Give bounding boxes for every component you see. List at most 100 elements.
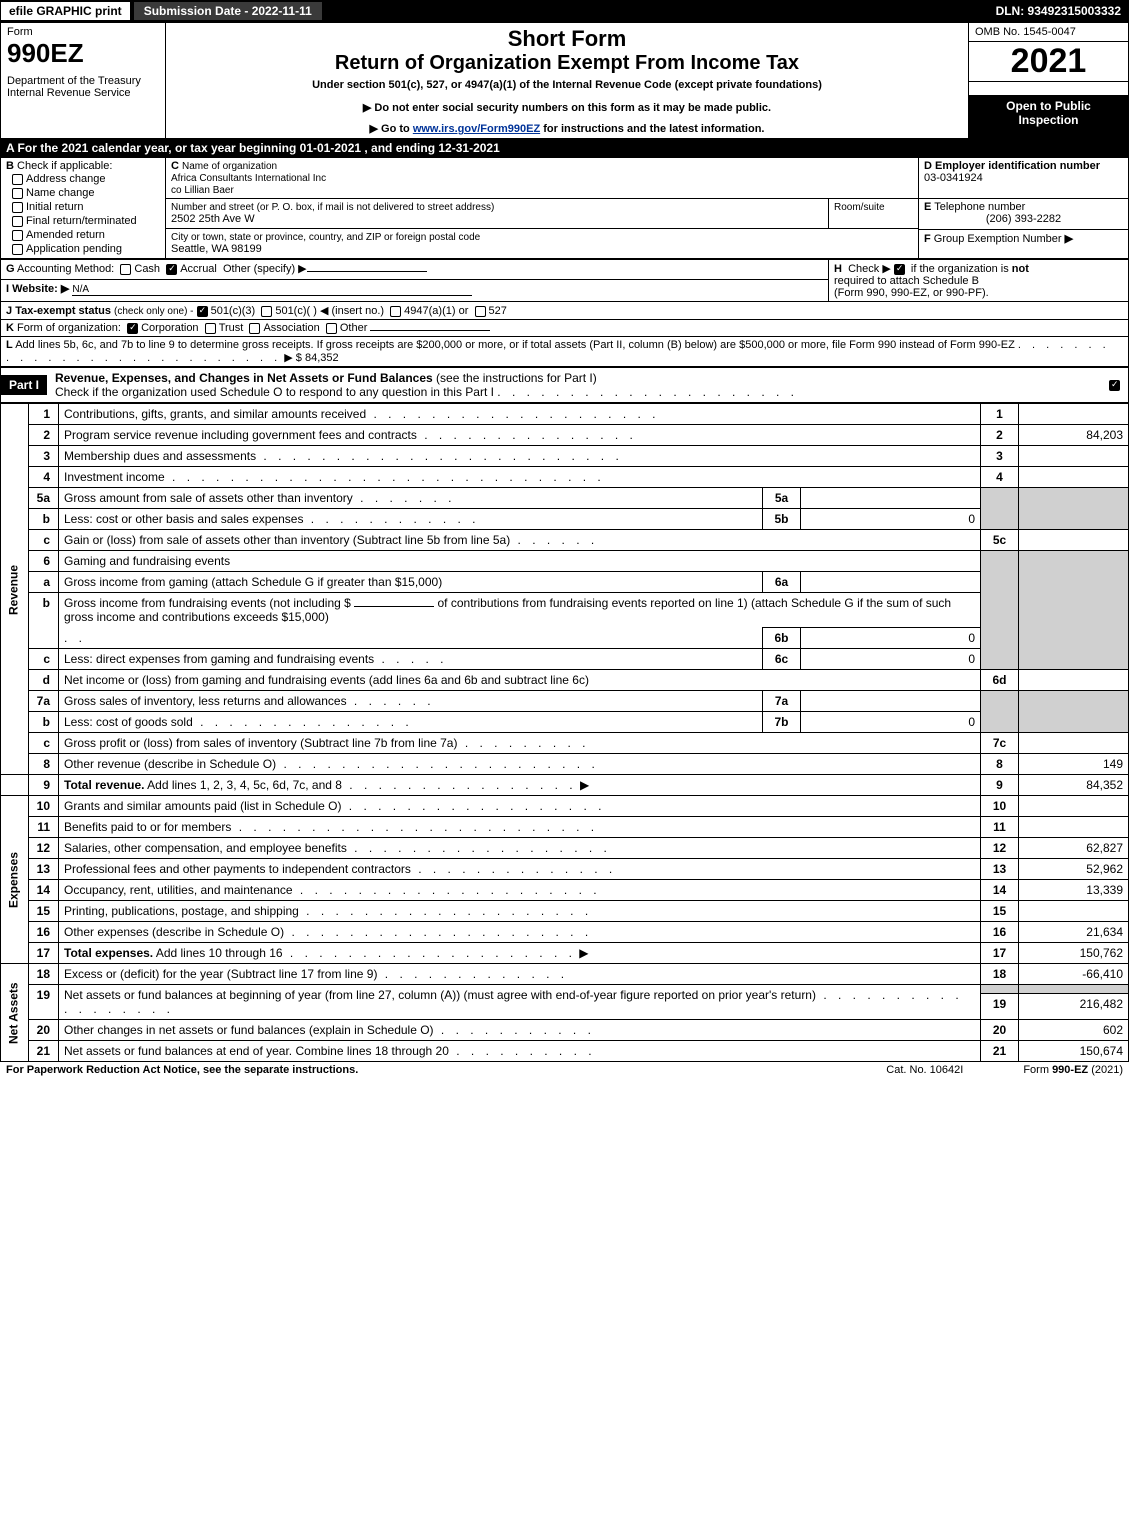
line-6a-subamt — [801, 572, 981, 593]
shade-7 — [981, 691, 1019, 733]
footer: For Paperwork Reduction Act Notice, see … — [0, 1062, 1129, 1078]
opt-527: 527 — [489, 305, 507, 317]
line-17-amt: 150,762 — [1019, 943, 1129, 964]
line-19-col: 19 — [981, 993, 1019, 1019]
line-6c-subamt: 0 — [801, 649, 981, 670]
tax-year: 2021 — [969, 42, 1128, 82]
line-6b-desc1: Gross income from fundraising events (no… — [64, 596, 351, 610]
line-20-col: 20 — [981, 1020, 1019, 1041]
line-2-desc: Program service revenue including govern… — [64, 428, 417, 442]
line-16-amt: 21,634 — [1019, 922, 1129, 943]
f-label: F — [924, 233, 931, 245]
chk-schedule-o[interactable] — [1109, 380, 1120, 391]
opt-corp: Corporation — [141, 322, 198, 334]
ghijkl-table: G Accounting Method: Cash Accrual Other … — [0, 259, 1129, 367]
f-text: Group Exemption Number — [934, 233, 1062, 245]
org-co: co Lillian Baer — [171, 185, 234, 196]
chk-527[interactable] — [475, 306, 486, 317]
line-4-amt — [1019, 467, 1129, 488]
omb-number: OMB No. 1545-0047 — [969, 23, 1128, 42]
opt-other-org: Other — [340, 322, 368, 334]
opt-other-specify: Other (specify) ▶ — [223, 263, 307, 275]
line-4-num: 4 — [29, 467, 59, 488]
l-text: Add lines 5b, 6c, and 7b to line 9 to de… — [15, 339, 1015, 351]
line-17-num: 17 — [29, 943, 59, 964]
line-6c-sublbl: 6c — [763, 649, 801, 670]
org-name: Africa Consultants International Inc — [171, 173, 326, 184]
chk-assoc[interactable] — [249, 323, 260, 334]
chk-initial-return[interactable] — [12, 202, 23, 213]
goto-post: for instructions and the latest informat… — [540, 123, 764, 135]
line-2-num: 2 — [29, 425, 59, 446]
line-20-desc: Other changes in net assets or fund bala… — [64, 1023, 434, 1037]
k-label: K — [6, 322, 14, 334]
part1-header-row: Part I Revenue, Expenses, and Changes in… — [0, 367, 1129, 403]
ein-value: 03-0341924 — [924, 172, 983, 184]
footer-form-post: (2021) — [1088, 1064, 1123, 1076]
shade-19-amt — [1019, 985, 1129, 994]
g-label: G — [6, 263, 15, 275]
form-word: Form — [7, 26, 159, 38]
line-17-desc2: Add lines 10 through 16 — [156, 946, 283, 960]
l-label: L — [6, 339, 13, 351]
line-7b-desc: Less: cost of goods sold — [64, 715, 193, 729]
line-7b-subamt: 0 — [801, 712, 981, 733]
line-15-amt — [1019, 901, 1129, 922]
opt-cash: Cash — [134, 263, 160, 275]
line-10-num: 10 — [29, 796, 59, 817]
chk-cash[interactable] — [120, 264, 131, 275]
line-17-col: 17 — [981, 943, 1019, 964]
line-20-num: 20 — [29, 1020, 59, 1041]
header-table: Form 990EZ Department of the Treasury In… — [0, 22, 1129, 139]
line-11-num: 11 — [29, 817, 59, 838]
h-not: not — [1012, 263, 1029, 275]
line-5b-num: b — [29, 509, 59, 530]
line-11-col: 11 — [981, 817, 1019, 838]
chk-other-org[interactable] — [326, 323, 337, 334]
chk-amended-return[interactable] — [12, 230, 23, 241]
chk-trust[interactable] — [205, 323, 216, 334]
line-3-num: 3 — [29, 446, 59, 467]
chk-accrual[interactable] — [166, 264, 177, 275]
line-14-num: 14 — [29, 880, 59, 901]
h-label: H — [834, 263, 842, 275]
d-label: D — [924, 160, 932, 172]
line-6d-amt — [1019, 670, 1129, 691]
chk-501c[interactable] — [261, 306, 272, 317]
note-ssn: ▶ Do not enter social security numbers o… — [172, 101, 962, 114]
line-10-col: 10 — [981, 796, 1019, 817]
line-6c-num: c — [29, 649, 59, 670]
line-8-amt: 149 — [1019, 754, 1129, 775]
line-5b-subamt: 0 — [801, 509, 981, 530]
j-label: J — [6, 305, 12, 317]
footer-left: For Paperwork Reduction Act Notice, see … — [6, 1064, 886, 1076]
line-3-col: 3 — [981, 446, 1019, 467]
line-6d-col: 6d — [981, 670, 1019, 691]
part1-sub: (see the instructions for Part I) — [436, 371, 597, 385]
chk-address-change[interactable] — [12, 174, 23, 185]
line-11-amt — [1019, 817, 1129, 838]
chk-final-return[interactable] — [12, 216, 23, 227]
h-text3: required to attach Schedule B — [834, 275, 979, 287]
chk-corp[interactable] — [127, 323, 138, 334]
line-5c-desc: Gain or (loss) from sale of assets other… — [64, 533, 510, 547]
chk-name-change[interactable] — [12, 188, 23, 199]
line-6-desc: Gaming and fundraising events — [59, 551, 981, 572]
line-7b-sublbl: 7b — [763, 712, 801, 733]
line-5a-num: 5a — [29, 488, 59, 509]
line-15-desc: Printing, publications, postage, and shi… — [64, 904, 299, 918]
chk-h[interactable] — [894, 264, 905, 275]
submission-date: Submission Date - 2022-11-11 — [133, 1, 323, 21]
city-value: Seattle, WA 98199 — [171, 243, 262, 255]
chk-501c3[interactable] — [197, 306, 208, 317]
return-title: Return of Organization Exempt From Incom… — [172, 52, 962, 75]
chk-4947[interactable] — [390, 306, 401, 317]
chk-application-pending[interactable] — [12, 244, 23, 255]
irs-link[interactable]: www.irs.gov/Form990EZ — [413, 123, 540, 135]
line-14-desc: Occupancy, rent, utilities, and maintena… — [64, 883, 293, 897]
h-text4: (Form 990, 990-EZ, or 990-PF). — [834, 287, 989, 299]
line-16-col: 16 — [981, 922, 1019, 943]
line-21-amt: 150,674 — [1019, 1041, 1129, 1062]
opt-assoc: Association — [263, 322, 319, 334]
line-19-desc: Net assets or fund balances at beginning… — [64, 988, 816, 1002]
